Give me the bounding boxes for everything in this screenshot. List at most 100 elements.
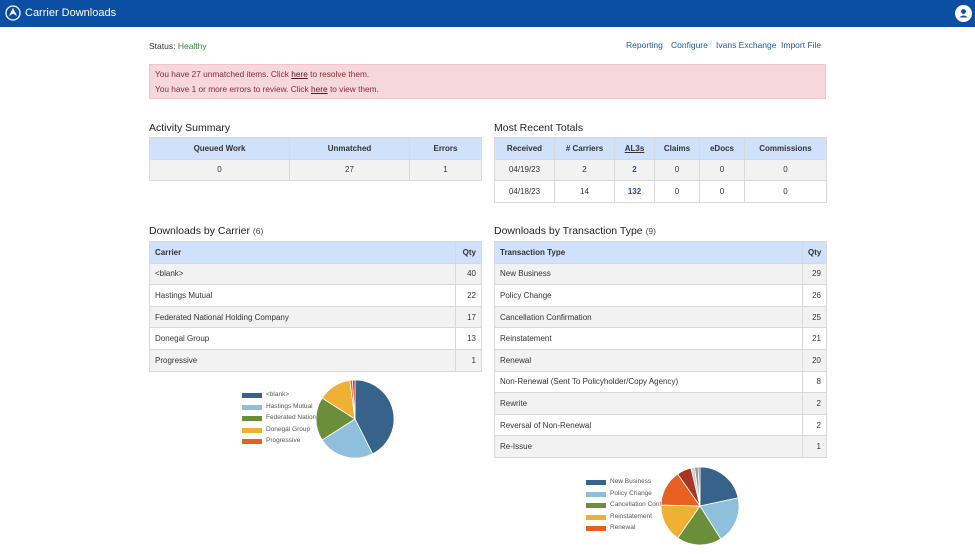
- by-carrier-title-text: Downloads by Carrier: [149, 225, 250, 237]
- col-queued-work: Queued Work: [149, 137, 290, 160]
- al3s-link[interactable]: 2: [614, 158, 655, 182]
- legend-label: New Business: [610, 478, 652, 485]
- resolve-unmatched-link[interactable]: here: [291, 69, 308, 79]
- by-transaction-count: (9): [645, 226, 656, 236]
- transaction-type: Re-Issue: [494, 435, 803, 458]
- transaction-qty: 21: [802, 327, 827, 350]
- carriers-count: 2: [554, 158, 615, 182]
- col-commissions: Commissions: [744, 137, 827, 160]
- app-title: Carrier Downloads: [25, 7, 117, 19]
- table-row: Reinstatement 21: [494, 327, 827, 350]
- transaction-type: Non-Renewal (Sent To Policyholder/Copy A…: [494, 370, 803, 394]
- commissions-count: 0: [744, 180, 827, 203]
- recent-totals-title: Most Recent Totals: [494, 122, 584, 134]
- transaction-type: Renewal: [494, 348, 803, 372]
- claims-count: 0: [654, 180, 700, 203]
- transaction-type: Rewrite: [494, 392, 803, 415]
- carrier-name: Hastings Mutual: [149, 284, 456, 307]
- table-row: Progressive 1: [149, 348, 482, 372]
- edocs-count: 0: [699, 180, 745, 203]
- claims-count: 0: [654, 158, 700, 182]
- transaction-qty: 2: [802, 392, 827, 415]
- status-value: Healthy: [177, 41, 207, 51]
- pie-slice[interactable]: [677, 505, 722, 546]
- transaction-type: Policy Change: [494, 284, 803, 307]
- table-row: Re-Issue 1: [494, 435, 827, 458]
- legend-swatch: [586, 480, 606, 485]
- carrier-qty: 1: [455, 348, 482, 372]
- carrier-name: <blank>: [149, 262, 456, 286]
- transaction-qty: 25: [802, 305, 827, 329]
- link-configure[interactable]: Configure: [671, 40, 708, 50]
- table-row: Hastings Mutual 22: [149, 284, 482, 307]
- pie-slice[interactable]: [351, 379, 356, 420]
- transaction-qty: 20: [802, 348, 827, 372]
- table-row: Rewrite 2: [494, 392, 827, 415]
- pie-slice[interactable]: [697, 466, 701, 507]
- col-al3s-sort[interactable]: AL3s: [614, 137, 655, 160]
- table-row: Renewal 20: [494, 348, 827, 372]
- col-unmatched: Unmatched: [289, 137, 410, 160]
- top-bar: Carrier Downloads: [0, 0, 975, 27]
- user-avatar-icon[interactable]: [955, 5, 972, 22]
- transaction-qty: 29: [802, 262, 827, 286]
- alert-text: to resolve them.: [307, 69, 370, 79]
- view-errors-link[interactable]: here: [311, 84, 328, 94]
- legend-swatch: [242, 416, 262, 421]
- table-row: Donegal Group 13: [149, 327, 482, 350]
- legend-label: Reinstatement: [610, 513, 652, 520]
- queued-work-value: 0: [149, 158, 290, 182]
- table-header-row: Transaction Type Qty: [494, 241, 827, 264]
- table-header-row: Queued Work Unmatched Errors: [149, 137, 482, 160]
- transaction-type: Cancellation Confirmation: [494, 305, 803, 329]
- legend-swatch: [242, 405, 262, 410]
- app-logo-icon[interactable]: [5, 5, 21, 21]
- unmatched-value: 27: [289, 158, 410, 182]
- table-row: Reversal of Non-Renewal 2: [494, 413, 827, 437]
- carrier-qty: 17: [455, 305, 482, 329]
- transaction-qty: 8: [802, 370, 827, 394]
- table-row: New Business 29: [494, 262, 827, 286]
- carrier-pie-chart: [315, 379, 395, 459]
- edocs-count: 0: [699, 158, 745, 182]
- legend-label: Progressive: [266, 437, 301, 444]
- col-claims: Claims: [654, 137, 700, 160]
- link-ivans-exchange[interactable]: Ivans Exchange: [716, 40, 777, 50]
- table-header-row: Received # Carriers AL3s Claims eDocs Co…: [494, 137, 827, 160]
- transaction-type: New Business: [494, 262, 803, 286]
- legend-swatch: [586, 503, 606, 508]
- col-carrier: Carrier: [149, 241, 456, 264]
- link-reporting[interactable]: Reporting: [626, 40, 663, 50]
- col-edocs: eDocs: [699, 137, 745, 160]
- pie-slice[interactable]: [699, 466, 739, 507]
- alert-errors: You have 1 or more errors to review. Cli…: [155, 84, 379, 94]
- alert-text: You have 27 unmatched items. Click: [155, 69, 292, 79]
- pie-slice[interactable]: [699, 497, 740, 540]
- status-label: Status:: [149, 41, 176, 51]
- table-row: 0 27 1: [149, 158, 482, 182]
- carrier-qty: 22: [455, 284, 482, 307]
- pie-slice[interactable]: [315, 397, 356, 441]
- link-import-file[interactable]: Import File: [781, 40, 822, 50]
- transaction-pie-chart: [660, 466, 740, 546]
- table-row: 04/18/23 14 132 0 0 0: [494, 180, 827, 203]
- pie-slice[interactable]: [354, 379, 395, 455]
- by-carrier-count: (6): [252, 226, 264, 236]
- table-row: Cancellation Confirmation 25: [494, 305, 827, 329]
- table-header-row: Carrier Qty: [149, 241, 482, 264]
- legend-label: Renewal: [610, 524, 636, 531]
- al3s-link[interactable]: 132: [614, 180, 655, 203]
- col-carriers: # Carriers: [554, 137, 615, 160]
- alert-text: You have 1 or more errors to review. Cli…: [155, 84, 312, 94]
- legend-label: Cancellation Conf: [610, 501, 662, 508]
- col-qty: Qty: [802, 241, 827, 264]
- carriers-count: 14: [554, 180, 615, 203]
- errors-value: 1: [409, 158, 482, 182]
- alert-text: to view them.: [327, 84, 379, 94]
- table-row: Non-Renewal (Sent To Policyholder/Copy A…: [494, 370, 827, 394]
- pie-slice[interactable]: [321, 418, 374, 459]
- legend-label: <blank>: [266, 391, 290, 398]
- carrier-name: Federated National Holding Company: [149, 305, 456, 329]
- transaction-qty: 1: [802, 435, 827, 458]
- recent-totals-table: Received # Carriers AL3s Claims eDocs Co…: [494, 137, 827, 203]
